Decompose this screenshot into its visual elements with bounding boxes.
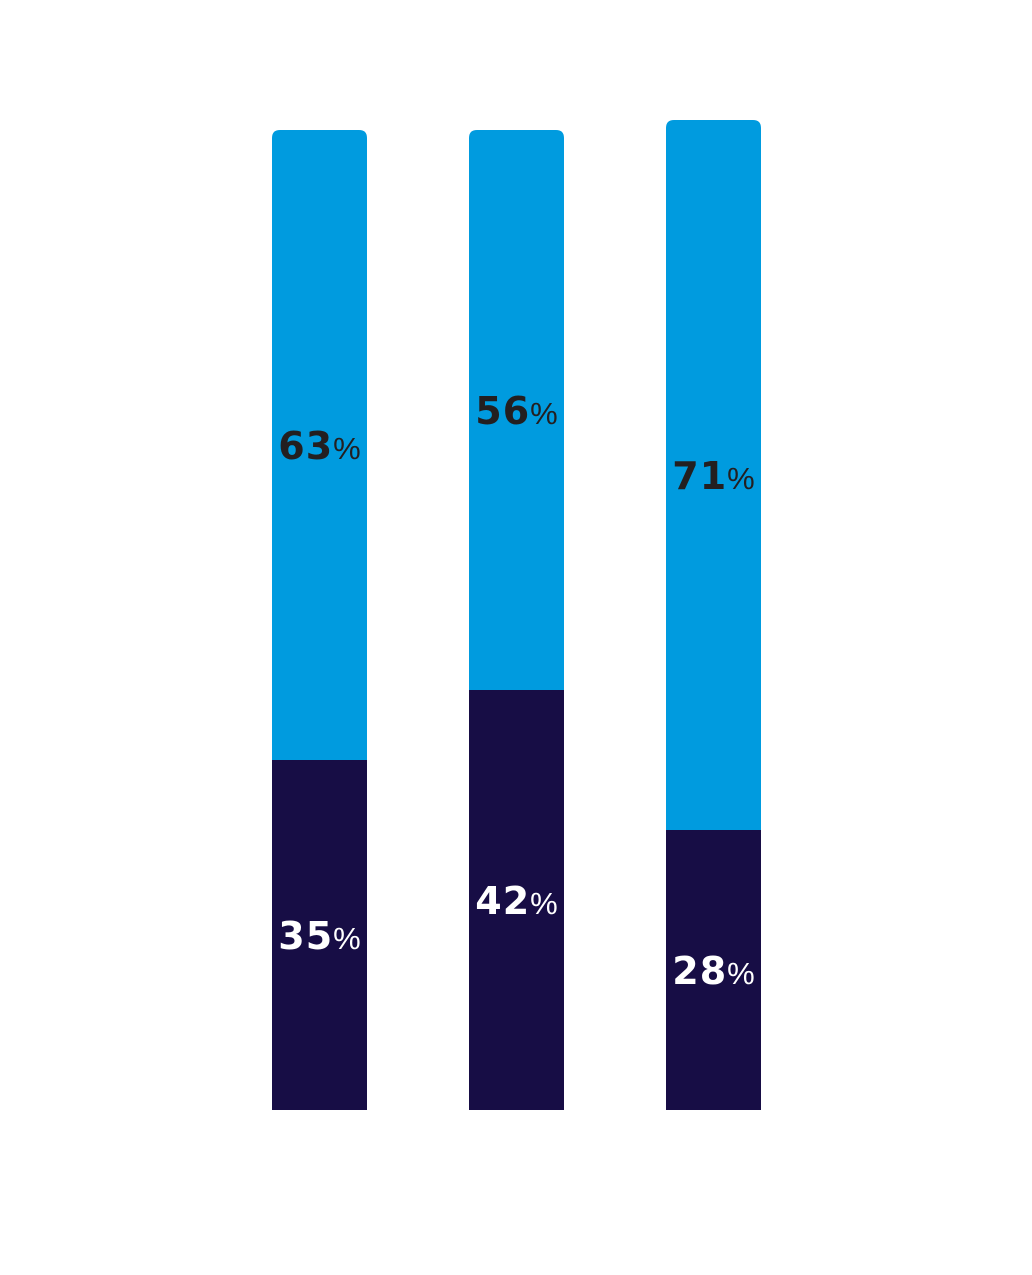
data-label-value: 35 [278, 914, 333, 958]
bars-layer [272, 120, 761, 1110]
data-label-value: 56 [475, 389, 530, 433]
data-label-3-2: 71% [672, 454, 754, 498]
data-label-2-2: 56% [475, 389, 557, 433]
data-label-value: 71 [672, 454, 727, 498]
data-label-value: 42 [475, 879, 530, 923]
bar-segment-3-1 [666, 830, 761, 1110]
percent-sign: % [333, 431, 361, 466]
data-label-2-1: 42% [475, 879, 557, 923]
data-labels-layer: 35%63%42%56%28%71% [278, 389, 754, 993]
percent-sign: % [530, 396, 558, 431]
bar-segment-2-1 [469, 690, 564, 1110]
percent-sign: % [530, 886, 558, 921]
data-label-1-1: 35% [278, 914, 360, 958]
data-label-value: 63 [278, 424, 333, 468]
bar-segment-2-2 [469, 130, 564, 690]
data-label-1-2: 63% [278, 424, 360, 468]
data-label-3-1: 28% [672, 949, 754, 993]
data-label-value: 28 [672, 949, 727, 993]
bar-segment-1-2 [272, 130, 367, 760]
bar-segment-3-2 [666, 120, 761, 830]
percent-sign: % [727, 461, 755, 496]
percent-sign: % [333, 921, 361, 956]
bar-segment-1-1 [272, 760, 367, 1110]
percent-sign: % [727, 956, 755, 991]
